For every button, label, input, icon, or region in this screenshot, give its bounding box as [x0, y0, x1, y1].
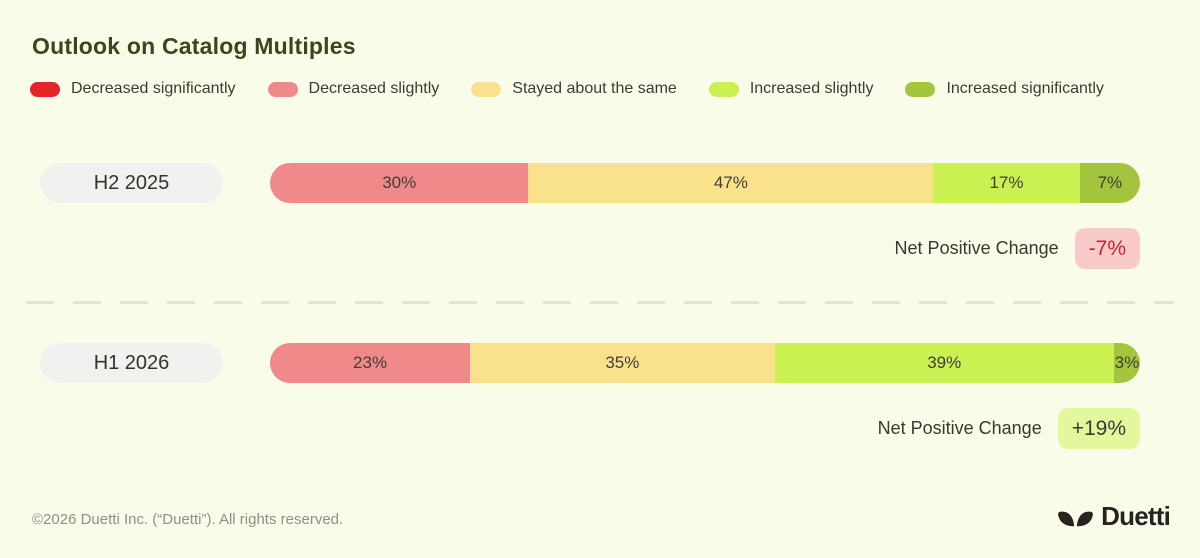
legend-label: Increased slightly [749, 80, 874, 97]
net-change-row: Net Positive Change +19% [878, 408, 1140, 449]
category-label: H1 2026 [93, 351, 170, 374]
legend-swatch [267, 81, 298, 97]
chart-row-h2-2025: H2 2025 30% 47% 17% 7% [40, 163, 1140, 203]
net-change-badge: -7% [1074, 228, 1140, 269]
legend-item: Increased slightly [708, 80, 874, 98]
legend-label: Increased significantly [946, 80, 1104, 97]
bar-segment: 30% [270, 163, 529, 203]
bar-segment-label: 17% [989, 173, 1024, 192]
stacked-bar: 30% 47% 17% 7% [270, 163, 1140, 203]
bar-segment-label: 30% [382, 173, 417, 192]
bar-segment-label: 39% [927, 353, 962, 372]
bar-segment: 35% [470, 343, 775, 383]
category-label: H2 2025 [93, 171, 170, 194]
net-change-badge: +19% [1057, 408, 1140, 449]
net-change-row: Net Positive Change -7% [895, 228, 1140, 269]
bar-segment: 3% [1113, 343, 1140, 383]
bar-segment-label: 23% [353, 353, 388, 372]
chart-title: Outlook on Catalog Multiples [32, 33, 356, 59]
legend-item: Stayed about the same [471, 80, 677, 98]
copyright-text: ©2026 Duetti Inc. (“Duetti”). All rights… [32, 511, 344, 528]
legend-swatch [905, 81, 936, 97]
chart-row-h1-2026: H1 2026 23% 35% 39% 3% [40, 343, 1140, 383]
net-change-label: Net Positive Change [877, 418, 1042, 438]
bar-segment-label: 35% [605, 353, 640, 372]
legend-swatch [30, 81, 60, 97]
stacked-bar: 23% 35% 39% 3% [270, 343, 1140, 383]
legend: Decreased significantly Decreased slightl… [30, 80, 1104, 98]
legend-swatch [471, 81, 502, 97]
legend-label: Decreased slightly [308, 80, 440, 97]
bar-segment-label: 47% [713, 173, 748, 192]
category-pill: H2 2025 [40, 163, 223, 203]
legend-swatch [708, 81, 739, 97]
brand-logo: Duetti [1057, 500, 1171, 531]
legend-label: Decreased significantly [71, 80, 236, 97]
duetti-leaves-icon [1057, 502, 1094, 529]
bar-segment: 39% [774, 343, 1114, 383]
bar-segment: 17% [933, 163, 1080, 203]
brand-wordmark: Duetti [1101, 500, 1171, 531]
category-pill: H1 2026 [40, 343, 223, 383]
legend-label: Stayed about the same [512, 80, 677, 97]
legend-item: Decreased significantly [30, 80, 236, 98]
bar-segment: 7% [1079, 163, 1140, 203]
bar-segment: 47% [528, 163, 934, 203]
bar-segment-label: 3% [1114, 353, 1140, 372]
dashed-divider [26, 301, 1174, 304]
net-change-label: Net Positive Change [894, 238, 1059, 258]
bar-segment: 23% [270, 343, 471, 383]
legend-item: Decreased slightly [267, 80, 440, 98]
legend-item: Increased significantly [905, 80, 1104, 98]
bar-segment-label: 7% [1097, 173, 1123, 192]
